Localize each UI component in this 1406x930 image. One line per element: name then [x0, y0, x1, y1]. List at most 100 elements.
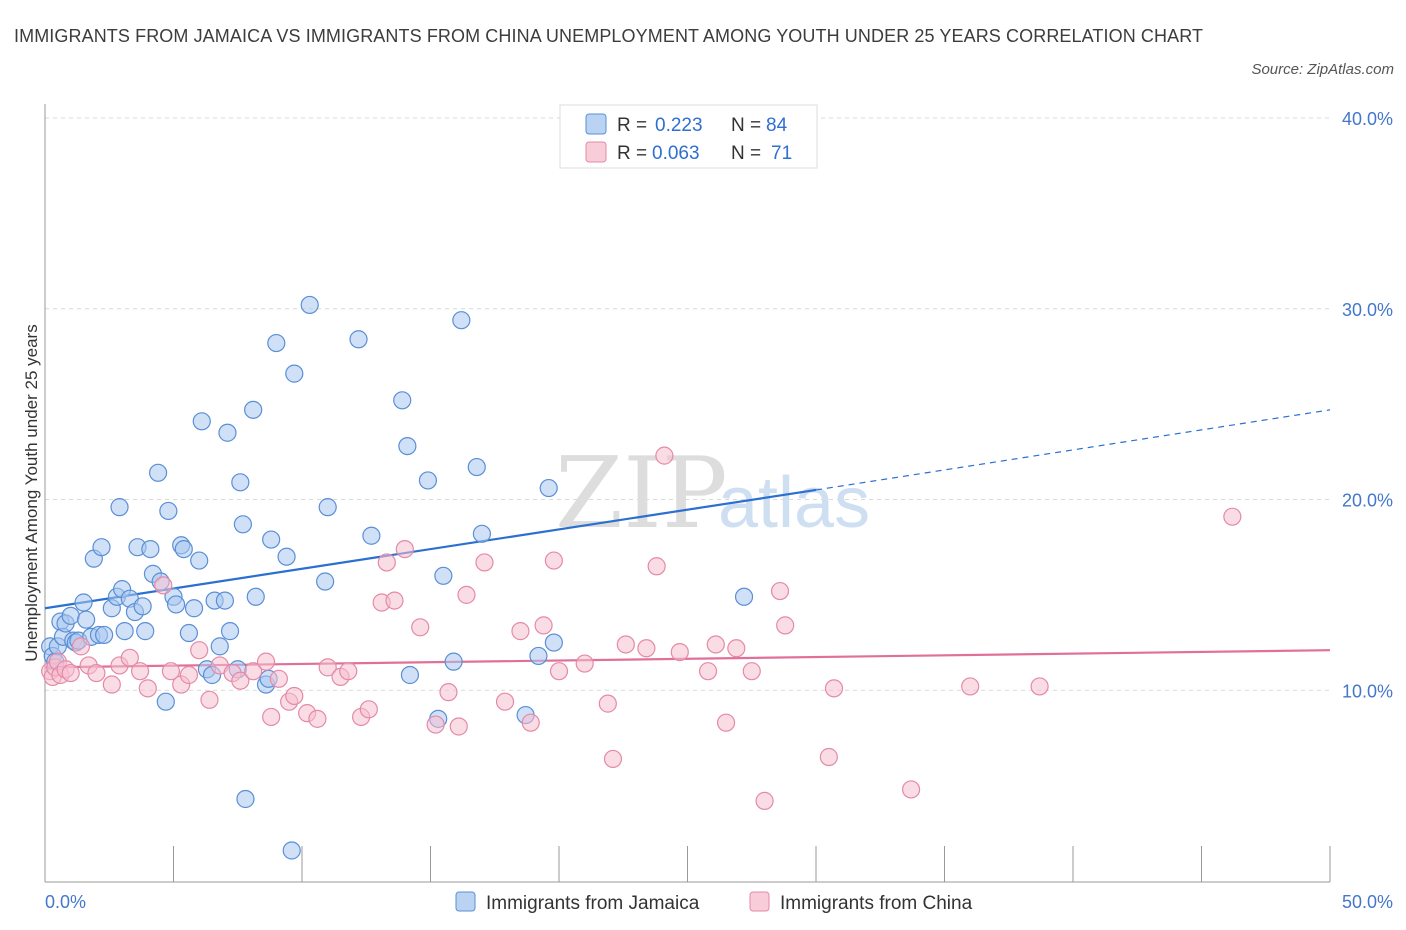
point-china-34 — [339, 662, 358, 681]
legend-r-value-china: 0.063 — [652, 143, 700, 164]
point-jamaica-60 — [282, 841, 301, 860]
point-china-67 — [770, 581, 790, 601]
point-china-45 — [457, 585, 476, 604]
point-china-44 — [449, 717, 468, 736]
point-china-38 — [377, 553, 396, 572]
point-jamaica-39 — [184, 599, 204, 618]
point-china-61 — [698, 662, 718, 681]
point-jamaica-74 — [452, 311, 471, 330]
point-jamaica-58 — [267, 333, 286, 353]
watermark-atlas: atlas — [718, 463, 870, 543]
point-jamaica-64 — [318, 498, 337, 517]
point-china-7 — [71, 637, 91, 656]
point-china-31 — [308, 709, 327, 728]
point-jamaica-73 — [444, 652, 463, 671]
point-jamaica-61 — [285, 364, 304, 383]
point-jamaica-72 — [434, 566, 453, 585]
point-china-66 — [755, 791, 774, 810]
point-china-41 — [411, 618, 430, 637]
point-jamaica-28 — [141, 539, 160, 559]
point-jamaica-50 — [231, 473, 250, 492]
trend-line-jamaica-extrapolated — [815, 409, 1331, 491]
legend-n-value-china: 71 — [771, 143, 792, 164]
legend-n-label-2: N = — [731, 143, 761, 164]
point-jamaica-37 — [174, 539, 193, 559]
point-china-63 — [716, 713, 736, 732]
legend-top: R = 0.223 N = 84 R = 0.063 N = 71 — [559, 104, 818, 169]
y-tick-label-20: 20.0% — [1342, 491, 1393, 511]
legend-r-label-2: R = — [617, 143, 647, 164]
x-tick-label-0: 0.0% — [45, 892, 86, 912]
point-jamaica-79 — [539, 478, 558, 498]
legend-r-label-1: R = — [617, 115, 647, 136]
point-china-47 — [495, 692, 515, 711]
point-china-9 — [87, 663, 106, 683]
point-china-13 — [130, 662, 150, 681]
point-jamaica-68 — [398, 436, 417, 456]
point-jamaica-52 — [236, 789, 255, 809]
point-jamaica-69 — [400, 665, 420, 685]
point-jamaica-12 — [77, 610, 96, 629]
point-jamaica-51 — [233, 515, 252, 534]
point-jamaica-35 — [166, 595, 186, 614]
point-jamaica-81 — [734, 587, 754, 606]
series-jamaica — [41, 295, 754, 860]
legend-swatch-china — [585, 141, 607, 163]
point-jamaica-32 — [156, 692, 175, 711]
point-china-14 — [138, 679, 157, 698]
point-china-42 — [426, 715, 445, 734]
point-jamaica-30 — [148, 463, 168, 482]
point-china-53 — [575, 654, 594, 673]
point-jamaica-17 — [95, 625, 114, 645]
point-jamaica-57 — [262, 530, 281, 549]
point-china-27 — [269, 669, 288, 688]
legend-n-label-1: N = — [731, 115, 761, 136]
point-china-46 — [475, 553, 494, 572]
point-china-64 — [727, 639, 746, 658]
point-china-32 — [318, 658, 337, 677]
point-china-69 — [819, 747, 838, 767]
point-jamaica-46 — [215, 591, 234, 610]
point-china-52 — [549, 662, 569, 681]
point-china-55 — [603, 749, 623, 769]
point-jamaica-48 — [220, 622, 240, 641]
point-jamaica-33 — [159, 501, 178, 521]
point-china-58 — [647, 557, 666, 576]
point-china-57 — [637, 639, 656, 658]
point-jamaica-78 — [529, 646, 548, 666]
bottom-legend-china: Immigrants from China — [780, 893, 973, 914]
point-jamaica-38 — [179, 623, 199, 643]
point-china-50 — [534, 616, 553, 635]
x-tick-label-50: 50.0% — [1342, 892, 1393, 912]
point-china-26 — [262, 707, 281, 727]
point-china-23 — [231, 671, 250, 690]
point-jamaica-76 — [472, 524, 491, 543]
chart-title: IMMIGRANTS FROM JAMAICA VS IMMIGRANTS FR… — [14, 26, 1204, 46]
watermark-zip: ZIP — [555, 437, 728, 551]
point-china-6 — [61, 663, 80, 683]
point-jamaica-40 — [190, 551, 209, 570]
point-jamaica-45 — [210, 637, 229, 656]
point-jamaica-65 — [349, 330, 368, 349]
point-china-59 — [655, 446, 674, 465]
point-china-36 — [359, 700, 378, 719]
point-china-74 — [1223, 507, 1242, 526]
point-jamaica-11 — [74, 593, 93, 612]
point-china-62 — [706, 635, 725, 654]
series-china — [41, 446, 1242, 810]
point-china-19 — [190, 641, 209, 660]
point-china-10 — [102, 675, 121, 694]
point-jamaica-59 — [277, 547, 296, 566]
point-china-68 — [776, 616, 795, 635]
point-jamaica-7 — [61, 606, 80, 625]
axis-ticks: 10.0% 20.0% 30.0% 40.0% 0.0% 50.0% — [44, 109, 1393, 912]
point-china-54 — [598, 694, 617, 713]
legend-n-value-jamaica: 84 — [766, 115, 788, 136]
point-china-73 — [1030, 677, 1049, 696]
legend-r-value-jamaica: 0.223 — [655, 115, 703, 136]
point-china-72 — [961, 677, 980, 696]
point-jamaica-63 — [316, 572, 335, 591]
point-china-16 — [161, 662, 181, 681]
point-china-20 — [200, 690, 219, 709]
